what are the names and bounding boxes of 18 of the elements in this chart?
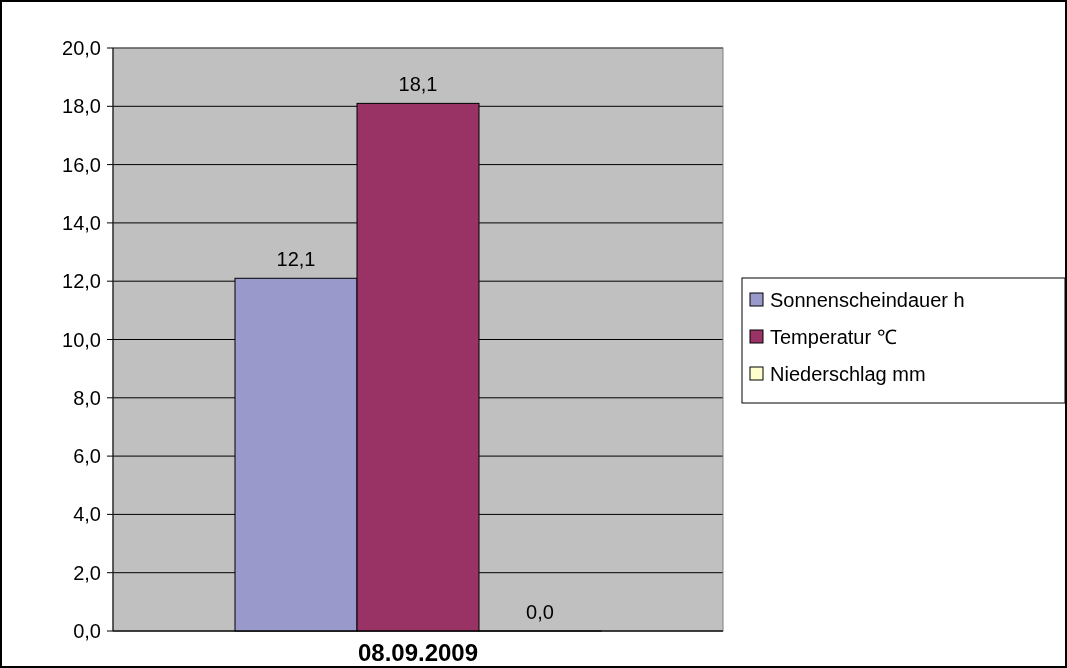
x-tick-label: 08.09.2009 <box>357 639 479 666</box>
y-tick-label: 20,0 <box>62 37 101 59</box>
y-tick-label: 6,0 <box>73 445 101 468</box>
y-tick-label: 12,0 <box>62 270 101 293</box>
data-label: 12,1 <box>276 248 316 271</box>
legend-label: Niederschlag mm <box>770 363 926 385</box>
legend-label: Temperatur ℃ <box>770 326 897 348</box>
y-tick-label: 14,0 <box>62 211 101 234</box>
y-tick-label: 18,0 <box>62 95 101 118</box>
y-tick-label: 2,0 <box>73 561 101 584</box>
y-tick-label: 8,0 <box>73 386 101 409</box>
y-tick-label: 4,0 <box>73 503 101 526</box>
y-tick-label: 16,0 <box>62 153 101 176</box>
y-tick-label: 10,0 <box>62 328 101 351</box>
y-tick-label: 0,0 <box>73 620 101 642</box>
data-label: 0,0 <box>526 601 554 623</box>
data-label: 18,1 <box>398 73 438 96</box>
legend-label: Sonnenscheindauer h <box>770 289 965 311</box>
